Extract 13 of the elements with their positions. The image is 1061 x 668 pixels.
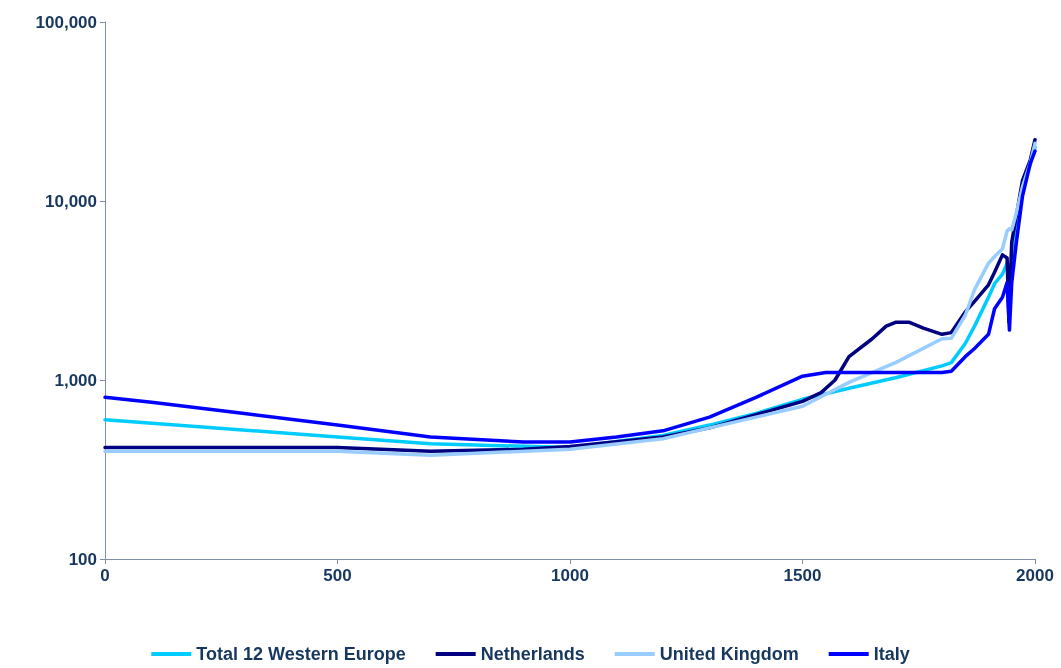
legend-label: United Kingdom [659,644,799,664]
x-tick-label: 1500 [783,566,822,585]
x-tick-label: 0 [100,566,110,585]
y-tick-label: 10,000 [45,191,97,211]
legend-label: Italy [873,644,910,664]
legend-label: Total 12 Western Europe [196,644,406,664]
x-tick-label: 2000 [1016,566,1054,585]
x-tick-label: 500 [323,566,352,585]
y-tick-label: 1,000 [54,370,97,390]
legend-label: Netherlands [480,644,585,664]
x-tick-label: 1000 [551,566,589,585]
y-tick-label: 100 [68,549,97,569]
y-tick-label: 100,000 [35,12,97,32]
